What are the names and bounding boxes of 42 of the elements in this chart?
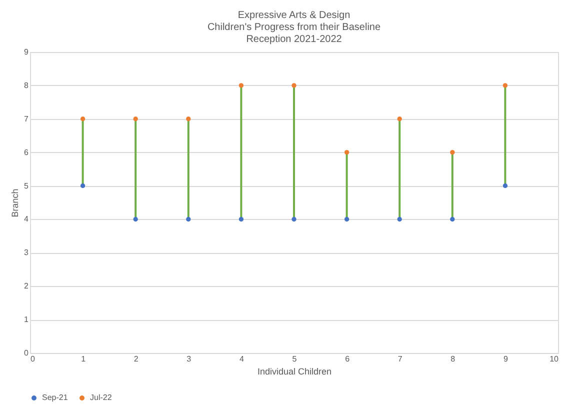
legend-label: Jul-22 [90, 393, 112, 402]
y-tick-label: 8 [24, 80, 30, 90]
point [238, 216, 244, 222]
x-tick-label: 3 [186, 354, 192, 364]
y-tick-label: 6 [24, 148, 30, 157]
x-tick-label: 2 [134, 354, 139, 364]
point [450, 216, 455, 222]
point [80, 116, 86, 122]
point [450, 150, 455, 155]
x-tick-label: 1 [81, 354, 86, 364]
y-tick-label: 4 [24, 214, 30, 224]
x-tick-label: 4 [239, 354, 244, 364]
point [344, 150, 350, 155]
point [344, 216, 350, 222]
x-tick-label: 6 [345, 354, 350, 364]
x-axis-title: Individual Children [257, 366, 332, 376]
x-tick-label: 5 [292, 354, 298, 364]
point [186, 216, 191, 222]
chart-subtitle: Children's Progress from their Baseline Reception 2021-2022 [207, 22, 381, 45]
point [502, 83, 508, 88]
y-tick-label: 5 [24, 181, 30, 190]
legend-label: Sep-21 [42, 393, 68, 402]
y-tick-label: 2 [24, 282, 30, 291]
point [502, 183, 508, 188]
y-tick-label: 7 [24, 114, 30, 124]
point [133, 216, 138, 222]
x-tick-label: 7 [398, 354, 403, 364]
point [397, 216, 402, 222]
x-tick-label: 9 [503, 354, 508, 364]
point [292, 216, 296, 222]
x-tick-label: 8 [450, 354, 456, 364]
x-tick-label: 10 [550, 354, 560, 364]
point [80, 183, 86, 188]
y-tick-label: 9 [24, 48, 30, 56]
y-tick-label: 0 [24, 348, 30, 358]
chart-title: Expressive Arts & Design [238, 10, 350, 21]
y-axis-title: Branch [10, 188, 20, 218]
x-tick-label: 0 [30, 354, 36, 364]
y-tick-label: 1 [24, 315, 30, 324]
y-tick-label: 3 [24, 248, 30, 258]
point [238, 83, 244, 88]
point [292, 83, 296, 88]
